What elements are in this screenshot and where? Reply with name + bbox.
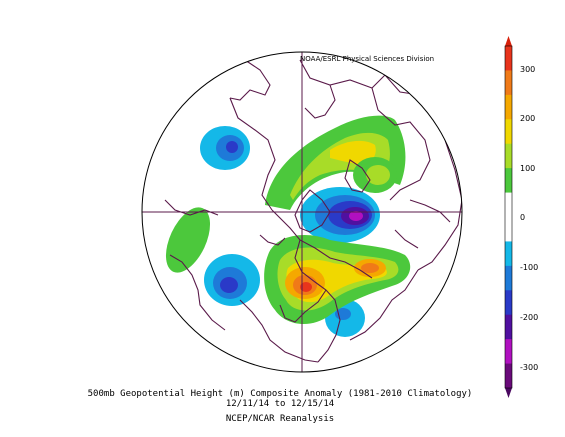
colorbar-band xyxy=(505,46,512,71)
colorbar-band xyxy=(505,192,512,218)
hemisphere-outline xyxy=(141,51,463,373)
colorbar xyxy=(504,36,513,398)
anomaly-blob-positive-bering xyxy=(264,235,411,325)
anomaly-blob-negative-pacific-left xyxy=(204,254,260,306)
colorbar-tick-label: -200 xyxy=(520,313,539,322)
colorbar-bands xyxy=(505,46,512,389)
colorbar-bottom-arrow xyxy=(505,388,512,398)
colorbar-band xyxy=(505,217,512,242)
caption-title: 500mb Geopotential Height (m) Composite … xyxy=(87,389,473,399)
anomaly-blob-negative-atlantic xyxy=(200,126,250,170)
colorbar-band xyxy=(505,70,512,96)
colorbar-tick-label: 300 xyxy=(520,65,536,74)
colorbar-band xyxy=(505,168,512,194)
colorbar-band xyxy=(505,314,512,340)
colorbar-frame xyxy=(504,45,513,389)
caption-source: NCEP/NCAR Reanalysis xyxy=(225,414,335,424)
credit-label: NOAA/ESRL Physical Sciences Division xyxy=(300,55,435,63)
colorbar-band xyxy=(505,339,512,365)
colorbar-band xyxy=(505,94,512,120)
anomaly-blob-negative-asia xyxy=(300,187,380,243)
colorbar-band xyxy=(505,290,512,316)
colorbar-tick-label: -100 xyxy=(520,263,539,272)
colorbar-tick-label: 200 xyxy=(520,114,536,123)
anomaly-blob-positive-arctic xyxy=(265,115,406,210)
colorbar-top-arrow xyxy=(505,36,512,46)
colorbar-tick-label: 0 xyxy=(520,213,526,222)
colorbar-tick-label: 100 xyxy=(520,164,536,173)
colorbar-tick-label: -300 xyxy=(520,363,539,372)
caption-dates: 12/11/14 to 12/15/14 xyxy=(225,399,335,409)
anomaly-field xyxy=(165,115,411,337)
colorbar-band xyxy=(505,265,512,291)
colorbar-band xyxy=(505,363,512,389)
colorbar-band xyxy=(505,241,512,267)
colorbar-band xyxy=(505,143,512,169)
colorbar-band xyxy=(505,119,512,145)
anomaly-blob-positive-europe xyxy=(165,207,211,273)
